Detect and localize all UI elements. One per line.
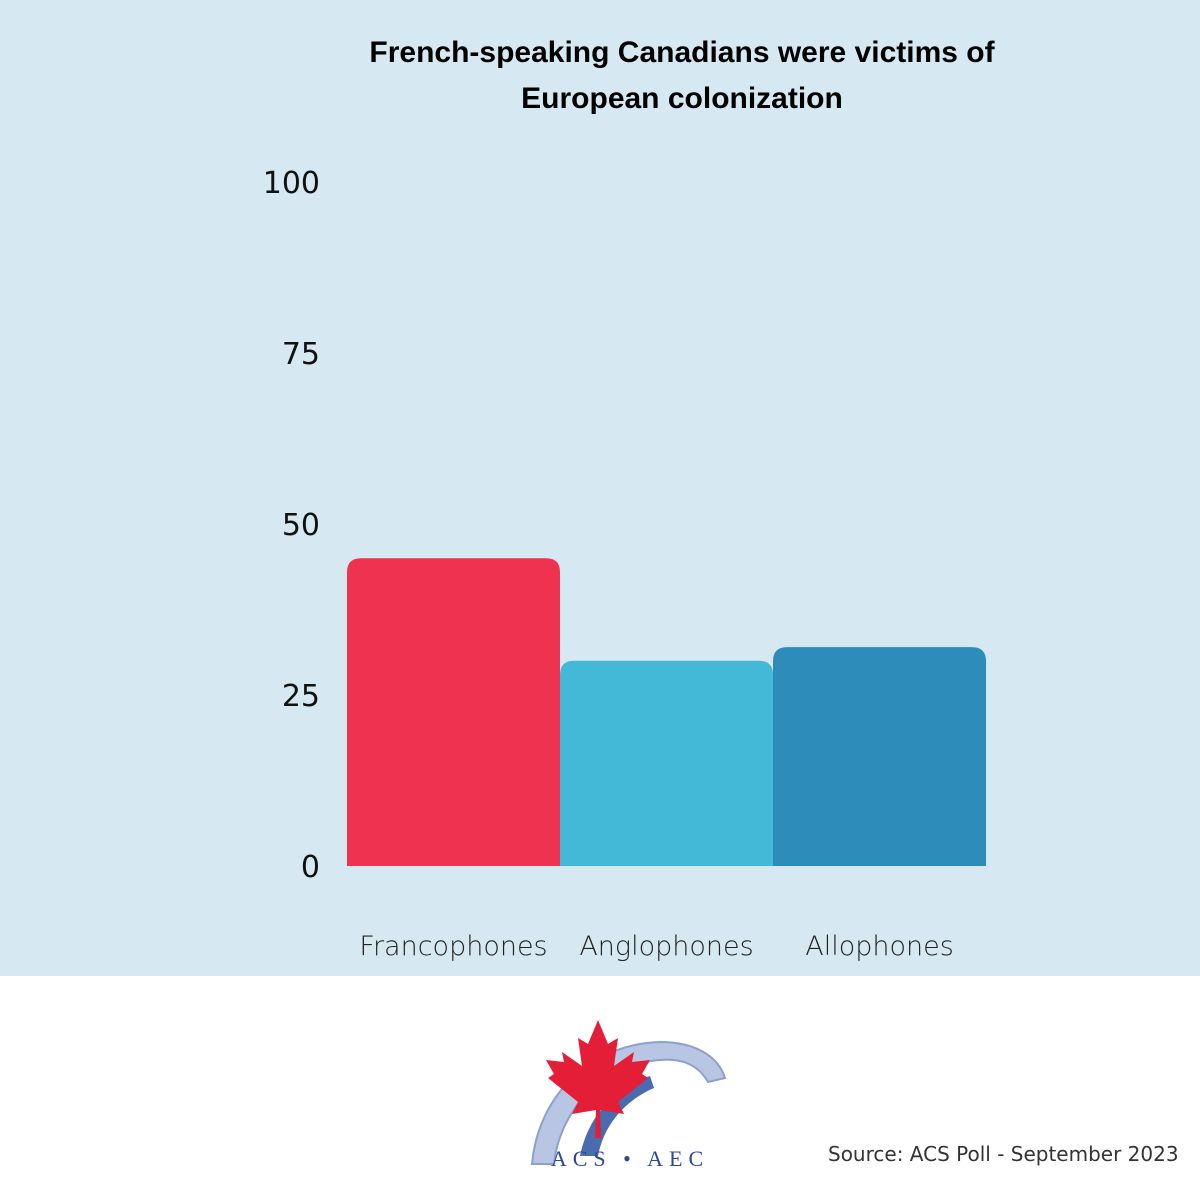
category-label: Francophones xyxy=(359,931,547,962)
category-label: Anglophones xyxy=(579,931,753,962)
y-tick-label: 75 xyxy=(282,337,320,372)
y-axis-ticks: 0 25 50 75 100 xyxy=(263,166,320,885)
acs-aec-logo: ACS • AEC xyxy=(530,1020,727,1171)
y-tick-label: 25 xyxy=(282,679,320,714)
y-tick-label: 0 xyxy=(301,850,320,885)
bar-anglophones xyxy=(560,660,773,866)
category-labels: Francophones Anglophones Allophones xyxy=(359,931,953,962)
bars xyxy=(347,558,986,866)
bar-chart: 0 25 50 75 100 Francophones Anglophones Alloph… xyxy=(263,166,986,962)
bar-allophones xyxy=(773,647,986,866)
y-tick-label: 50 xyxy=(282,508,320,543)
logo-text: ACS • AEC xyxy=(551,1146,709,1171)
bar-francophones xyxy=(347,558,560,866)
maple-leaf-icon xyxy=(546,1020,650,1138)
source-note: Source: ACS Poll - September 2023 xyxy=(828,1142,1179,1166)
chart-title: French-speaking Canadians were victims o… xyxy=(369,36,995,115)
y-tick-label: 100 xyxy=(263,166,320,201)
category-label: Allophones xyxy=(805,931,954,962)
